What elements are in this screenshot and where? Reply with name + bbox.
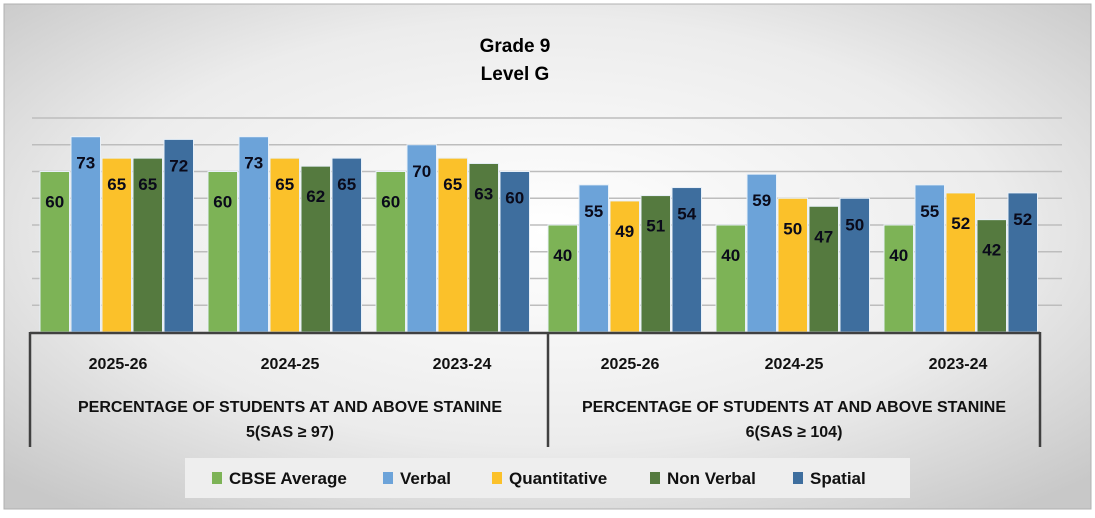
data-label: 62 [306,187,325,206]
data-label: 55 [920,202,939,221]
data-label: 70 [412,162,431,181]
legend-label: CBSE Average [229,469,347,488]
bar-non-verbal [976,219,1007,333]
data-label: 60 [213,193,232,212]
data-label: 50 [845,215,864,234]
bar-verbal [578,184,609,333]
year-tick-label: 2025-26 [601,356,660,373]
data-label: 65 [138,175,157,194]
bar-non-verbal [808,205,839,333]
year-tick-label: 2024-25 [765,356,824,373]
bar-non-verbal [640,195,671,333]
bar-quantitative [777,197,808,333]
data-label: 73 [244,154,263,173]
bar-spatial [1007,192,1038,333]
bar-cbse-average [207,171,238,333]
bar-non-verbal [132,157,163,333]
data-label: 59 [752,191,771,210]
data-label: 65 [443,175,462,194]
bar-non-verbal [468,162,499,333]
bar-cbse-average [883,224,914,333]
data-label: 40 [889,246,908,265]
bar-quantitative [437,157,468,333]
legend-label: Verbal [400,469,451,488]
data-label: 73 [76,154,95,173]
data-label: 54 [677,205,696,224]
year-tick-label: 2023-24 [433,356,492,373]
bar-verbal [914,184,945,333]
legend-label: Quantitative [509,469,607,488]
bar-verbal [70,136,101,333]
data-label: 60 [505,189,524,208]
legend-box [185,458,910,498]
bar-spatial [671,187,702,333]
bar-verbal [746,173,777,333]
bar-spatial [331,157,362,333]
bar-cbse-average [547,224,578,333]
legend-swatch [383,472,393,484]
bar-non-verbal [300,165,331,333]
bar-quantitative [609,200,640,333]
bar-quantitative [101,157,132,333]
year-tick-label: 2024-25 [261,356,320,373]
chart-title-line-2: Level G [481,64,550,85]
outer-category-label-line-2: 5(SAS ≥ 97) [246,424,334,441]
legend-swatch [212,472,222,484]
chart-title-line-1: Grade 9 [480,36,551,57]
data-label: 55 [584,202,603,221]
outer-category-label-line-1: PERCENTAGE OF STUDENTS AT AND ABOVE STAN… [78,399,502,416]
data-label: 51 [646,217,665,236]
year-tick-label: 2025-26 [89,356,148,373]
legend-label: Spatial [810,469,866,488]
data-label: 47 [814,227,833,246]
bar-spatial [499,171,530,333]
data-label: 52 [951,214,970,233]
data-label: 52 [1013,210,1032,229]
data-label: 40 [721,246,740,265]
data-label: 72 [169,156,188,175]
bar-spatial [163,138,194,333]
year-tick-label: 2023-24 [929,356,988,373]
outer-category-label-line-1: PERCENTAGE OF STUDENTS AT AND ABOVE STAN… [582,399,1006,416]
data-label: 40 [553,246,572,265]
legend-swatch [793,472,803,484]
data-label: 65 [275,175,294,194]
data-label: 65 [107,175,126,194]
outer-category-label-line-2: 6(SAS ≥ 104) [746,424,843,441]
data-label: 49 [615,222,634,241]
legend-swatch [650,472,660,484]
data-label: 60 [45,193,64,212]
legend-label: Non Verbal [667,469,756,488]
legend-swatch [492,472,502,484]
data-label: 50 [783,219,802,238]
data-label: 63 [474,184,493,203]
bar-cbse-average [715,224,746,333]
data-label: 60 [381,193,400,212]
data-label: 42 [982,241,1001,260]
bar-verbal [238,136,269,333]
data-label: 65 [337,175,356,194]
